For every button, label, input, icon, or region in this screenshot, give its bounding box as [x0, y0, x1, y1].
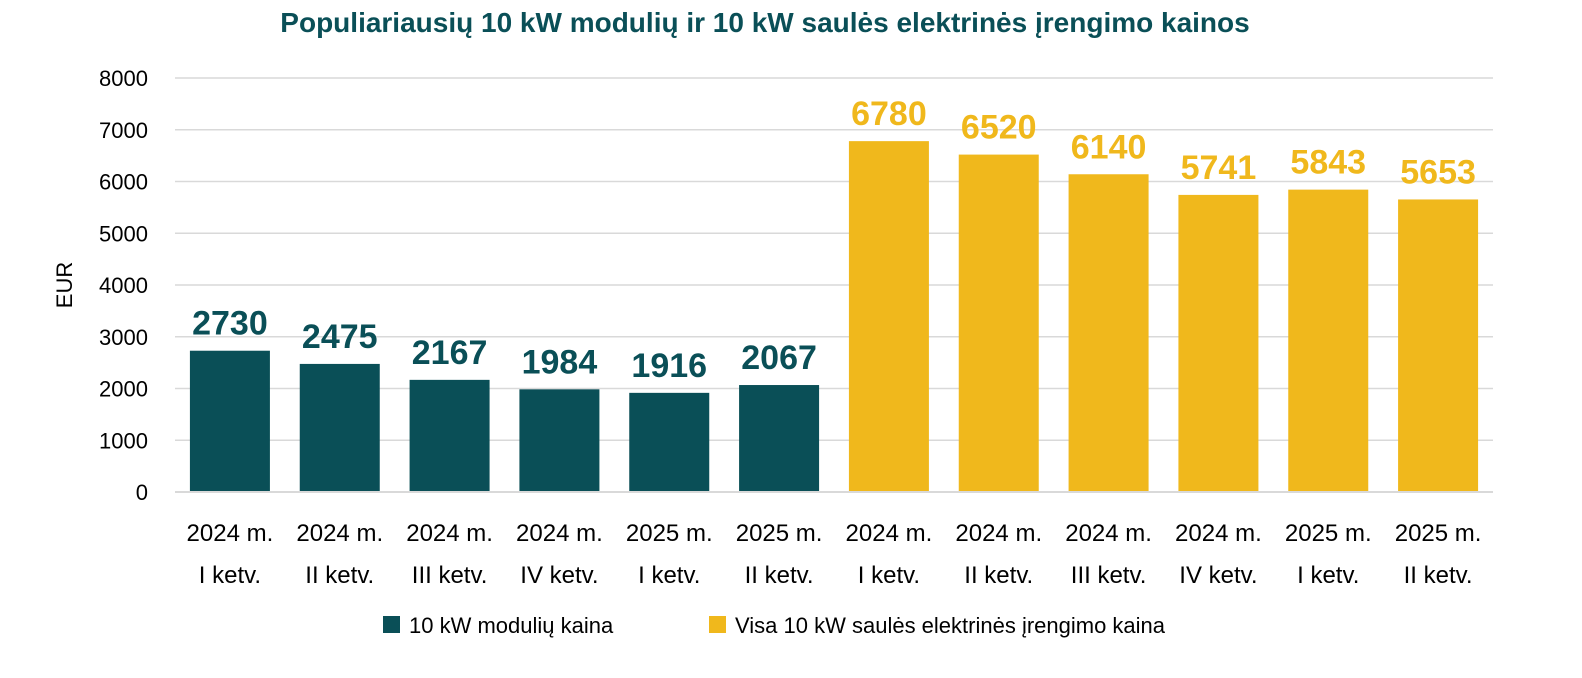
x-tick-label: 2025 m.: [1395, 520, 1482, 547]
x-tick-label: II ketv.: [745, 562, 814, 589]
x-tick-label: 2024 m.: [187, 520, 274, 547]
data-label: 2730: [192, 305, 268, 343]
y-tick-label: 0: [136, 480, 148, 505]
x-tick-label: II ketv.: [305, 562, 374, 589]
bar: [189, 350, 270, 492]
y-axis-label: EUR: [52, 262, 77, 308]
bar: [739, 385, 820, 492]
axes: 0 1000 2000 3000 4000 5000 6000 7000 8000 2024 m.…: [99, 66, 1493, 589]
x-tick-label: 2024 m.: [955, 520, 1042, 547]
legend: 10 kW modulių kaina Visa 10 kW saulės ele…: [383, 613, 1166, 638]
bar: [1178, 194, 1259, 492]
x-tick-label: IV ketv.: [1179, 562, 1257, 589]
bar: [519, 389, 600, 492]
y-tick-label: 8000: [99, 66, 148, 91]
x-tick-label: 2025 m.: [1285, 520, 1372, 547]
legend-swatch: [383, 616, 400, 633]
x-tick-label: 2025 m.: [736, 520, 823, 547]
data-label: 5653: [1400, 153, 1476, 191]
data-label: 6140: [1071, 128, 1147, 166]
legend-label: Visa 10 kW saulės elektrinės įrengimo ka…: [735, 613, 1166, 638]
y-tick-label: 4000: [99, 273, 148, 298]
data-label: 1916: [631, 347, 707, 385]
bar: [299, 363, 380, 492]
bar: [1068, 174, 1149, 492]
legend-label: 10 kW modulių kaina: [409, 613, 614, 638]
bar: [958, 154, 1039, 492]
x-tick-label: 2024 m.: [1065, 520, 1152, 547]
data-label: 2475: [302, 318, 378, 356]
x-tick-label: 2024 m.: [846, 520, 933, 547]
x-tick-label: I ketv.: [858, 562, 920, 589]
bars: [189, 141, 1479, 492]
y-tick-label: 2000: [99, 377, 148, 402]
y-tick-label: 7000: [99, 118, 148, 143]
data-label: 2067: [741, 339, 817, 377]
x-tick-label: III ketv.: [412, 562, 488, 589]
data-label: 6520: [961, 109, 1037, 147]
bar: [1398, 199, 1479, 492]
x-tick-label: IV ketv.: [520, 562, 598, 589]
x-tick-label: II ketv.: [964, 562, 1033, 589]
data-label: 2167: [412, 334, 488, 372]
y-tick-label: 5000: [99, 221, 148, 246]
bar: [409, 379, 490, 492]
data-label: 1984: [522, 343, 598, 381]
gridlines: [175, 77, 1493, 441]
chart-title: Populiariausių 10 kW modulių ir 10 kW sa…: [280, 7, 1249, 38]
y-tick-label: 6000: [99, 170, 148, 195]
x-tick-label: I ketv.: [638, 562, 700, 589]
x-tick-label: II ketv.: [1404, 562, 1473, 589]
bar: [629, 392, 710, 492]
x-tick-label: 2024 m.: [516, 520, 603, 547]
x-tick-label: 2024 m.: [406, 520, 493, 547]
legend-swatch: [709, 616, 726, 633]
x-tick-label: 2025 m.: [626, 520, 713, 547]
data-label: 6780: [851, 95, 927, 133]
bar: [1288, 189, 1369, 492]
data-labels: 2730 2475 2167 1984 1916 2067 6780 6520 6140 5741…: [192, 95, 1476, 385]
x-tick-label: 2024 m.: [1175, 520, 1262, 547]
bar: [848, 141, 929, 492]
data-label: 5843: [1290, 144, 1366, 182]
x-tick-label: I ketv.: [199, 562, 261, 589]
x-tick-label: I ketv.: [1297, 562, 1359, 589]
x-tick-label: 2024 m.: [296, 520, 383, 547]
x-tick-label: III ketv.: [1071, 562, 1147, 589]
y-tick-label: 3000: [99, 325, 148, 350]
y-tick-label: 1000: [99, 428, 148, 453]
data-label: 5741: [1181, 149, 1257, 187]
